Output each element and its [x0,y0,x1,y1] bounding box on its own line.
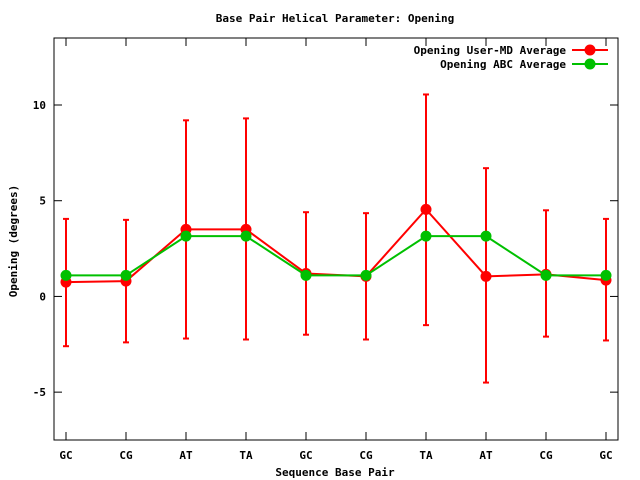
data-point [120,269,132,281]
chart-title: Base Pair Helical Parameter: Opening [216,12,454,25]
x-tick-label: GC [599,449,612,462]
series-2 [60,230,612,281]
y-tick-label: 0 [39,290,46,303]
x-tick-label: TA [239,449,253,462]
y-tick-label: 5 [39,195,46,208]
legend-marker [584,58,596,70]
legend-label: Opening User-MD Average [414,44,567,57]
y-axis-label: Opening (degrees) [7,185,20,298]
x-tick-label: GC [59,449,72,462]
data-point [60,269,72,281]
data-point [480,270,492,282]
x-tick-label: AT [479,449,493,462]
data-point [240,230,252,242]
data-point [540,269,552,281]
data-point [420,230,432,242]
x-tick-label: CG [119,449,133,462]
data-point [480,230,492,242]
x-tick-label: TA [419,449,433,462]
x-tick-label: GC [299,449,312,462]
legend-marker [584,44,596,56]
x-axis-label: Sequence Base Pair [275,466,395,479]
y-tick-label: 10 [33,99,46,112]
data-point [360,269,372,281]
x-tick-label: CG [359,449,373,462]
series-line [65,207,607,284]
data-point [180,230,192,242]
y-tick-label: -5 [33,386,46,399]
x-tick-label: AT [179,449,193,462]
plot-area: -5 0 5 10 GC CG AT TA GC CG TA AT CG GC [33,37,619,462]
data-point [600,269,612,281]
data-point [300,269,312,281]
x-tick-label: CG [539,449,553,462]
legend-label: Opening ABC Average [440,58,566,71]
series-1 [60,93,612,384]
series-line [66,235,606,277]
plot-frame [53,37,619,441]
data-point [420,203,432,215]
